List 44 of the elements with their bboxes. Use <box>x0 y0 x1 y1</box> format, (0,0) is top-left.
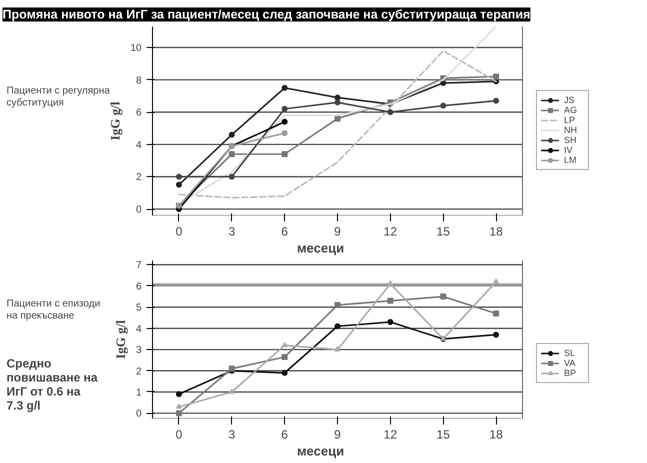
x-tick-label: 0 <box>176 428 183 442</box>
legend-label: NH <box>564 125 578 135</box>
x-tick-label: 12 <box>384 224 398 238</box>
y-tick-label: 7 <box>136 260 142 272</box>
y-tick-label: 2 <box>136 172 142 184</box>
y-tick-label: 0 <box>136 204 142 216</box>
x-tick-label: 9 <box>334 428 342 442</box>
y-tick-label: 10 <box>130 43 142 54</box>
y-tick-label: 6 <box>136 108 142 119</box>
y-tick-label: 6 <box>136 281 142 292</box>
x-tick-label: 18 <box>489 428 504 442</box>
legend-label: SL <box>564 348 576 358</box>
y-tick-label: 1 <box>136 387 142 398</box>
y-axis-title: IgG g/l <box>112 320 128 359</box>
x-tick-label: 9 <box>334 224 342 238</box>
x-tick-label: 15 <box>436 428 450 442</box>
chart-title: Промяна нивото на ИгГ за пациент/месец след започване на субституираща терапия <box>2 8 530 22</box>
y-tick-label: 3 <box>136 345 142 356</box>
legend-label: SH <box>564 135 578 145</box>
legend-label: BP <box>564 368 578 378</box>
text: Пациенти с епизоди на прекъсване <box>6 298 100 322</box>
x-axis-title: месеци <box>296 240 344 256</box>
x-tick-label: 3 <box>228 224 236 238</box>
y-tick-label: 0 <box>136 408 142 420</box>
x-axis-title: месеци <box>296 444 344 458</box>
x-tick-label: 15 <box>436 224 450 238</box>
y-tick-label: 4 <box>136 324 142 335</box>
legend-label: IV <box>564 145 574 155</box>
legend-label: LM <box>564 155 578 165</box>
x-tick-label: 0 <box>176 224 183 238</box>
x-tick-label: 12 <box>384 428 398 442</box>
legend-label: LP <box>564 115 576 125</box>
y-tick-label: 2 <box>136 366 142 378</box>
x-tick-label: 6 <box>281 224 288 238</box>
y-tick-label: 8 <box>136 75 142 86</box>
x-tick-label: 3 <box>228 428 236 442</box>
text: Средно повишаване на ИгГ от 0.6 на 7.3 g/l <box>6 356 98 412</box>
legend-label: AG <box>564 105 578 115</box>
legend-label: JS <box>564 95 576 105</box>
x-tick-label: 18 <box>489 224 504 238</box>
x-tick-label: 6 <box>281 428 288 442</box>
y-tick-label: 5 <box>136 302 142 314</box>
y-tick-label: 4 <box>136 140 142 151</box>
legend-label: VA <box>564 358 576 368</box>
